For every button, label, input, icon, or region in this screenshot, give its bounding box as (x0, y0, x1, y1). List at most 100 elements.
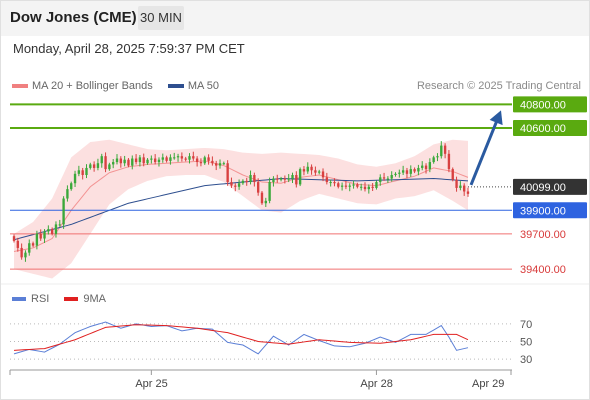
candle-body (207, 157, 210, 161)
candle-body (115, 158, 119, 163)
legend-item-bb: MA 20 + Bollinger Bands (12, 80, 153, 92)
candle-body (455, 179, 458, 188)
candle-body (58, 224, 61, 226)
candle-body (134, 158, 138, 163)
candle-body (112, 162, 115, 165)
candle-body (66, 189, 69, 199)
candle-body (180, 156, 184, 159)
x-tick-label: Apr 25 (135, 378, 167, 390)
legend-label-rsi: RSI (31, 293, 50, 305)
candle-body (43, 231, 46, 239)
candle-body (104, 156, 107, 170)
candle-body (390, 175, 393, 179)
legend-label-ma50: MA 50 (187, 80, 220, 92)
candle-body (451, 169, 454, 180)
rsi-tick-label: 70 (520, 319, 532, 331)
candle-body (367, 186, 370, 190)
candle-body (375, 182, 378, 188)
candle-body (96, 163, 100, 168)
x-tick-label: Apr 28 (360, 378, 392, 390)
chart-datetime: Monday, April 28, 2025 7:59:37 PM CET (13, 41, 245, 56)
level-label-39400.00: 39400.00 (520, 264, 566, 276)
candle-body (89, 164, 92, 168)
candle-body (203, 157, 206, 164)
candle-body (245, 180, 248, 183)
candle-body (401, 170, 405, 173)
legend-label-bb: MA 20 + Bollinger Bands (32, 80, 153, 92)
candle-body (222, 163, 226, 165)
candle-body (276, 178, 279, 180)
ma50-line (13, 178, 469, 241)
candle-body (344, 185, 348, 187)
candle-body (161, 157, 164, 160)
candle-body (50, 229, 54, 234)
candle-body (142, 157, 145, 164)
price-legend: MA 20 + Bollinger Bands MA 50 (12, 80, 231, 92)
candle-body (359, 186, 363, 188)
candle-body (54, 224, 58, 234)
candle-body (92, 164, 96, 168)
candle-body (348, 185, 351, 187)
timeframe-button[interactable]: 30 MIN (138, 6, 184, 30)
rsi-tick-label: 50 (520, 337, 532, 349)
candle-body (226, 163, 229, 183)
level-tag-40600.00 (513, 119, 587, 136)
candle-body (192, 156, 195, 159)
candle-body (379, 177, 382, 183)
candle-body (283, 178, 287, 180)
candle-body (333, 182, 336, 184)
candle-body (146, 159, 149, 164)
candle-body (321, 171, 325, 178)
legend-item-ma50: MA 50 (167, 80, 220, 92)
chart-title: Dow Jones (CME) (10, 9, 137, 26)
target-arrow-head (489, 110, 503, 126)
candle-body (302, 169, 306, 172)
candle-body (424, 165, 428, 170)
level-label-39700.00: 39700.00 (520, 229, 566, 241)
candle-body (85, 167, 88, 175)
candle-body (176, 156, 180, 158)
candle-body (165, 157, 168, 161)
level-tag-40800.00 (513, 96, 587, 113)
candle-body (12, 236, 16, 241)
candle-body (417, 167, 420, 172)
candle-body (295, 175, 298, 185)
candle-body (352, 184, 355, 186)
candle-body (39, 233, 42, 239)
candle-body (28, 243, 31, 253)
candle-body (447, 153, 451, 170)
candle-body (405, 170, 409, 174)
candle-body (329, 182, 332, 184)
candle-body (241, 180, 245, 184)
candle-body (24, 252, 27, 258)
candle-body (306, 166, 309, 172)
legend-label-9ma: 9MA (83, 293, 107, 305)
candle-body (31, 243, 35, 246)
candle-body (131, 158, 134, 166)
legend-item-9ma: 9MA (64, 293, 106, 305)
legend-swatch-ma50 (167, 84, 184, 89)
candle-body (119, 158, 123, 164)
rsi-line (13, 321, 469, 355)
candle-body (287, 178, 290, 180)
candle-body (218, 163, 222, 166)
header-bar: Dow Jones (CME) 30 MIN (0, 0, 590, 36)
candle-body (268, 182, 271, 201)
candle-body (211, 160, 214, 164)
candle-body (394, 173, 397, 175)
candle-body (77, 170, 81, 174)
candle-body (230, 182, 233, 186)
candle-body (310, 166, 313, 171)
candle-body (428, 162, 432, 170)
candle-body (153, 158, 157, 163)
candle-body (436, 156, 439, 158)
level-tag-40099.00 (513, 178, 587, 195)
candle-body (127, 159, 130, 166)
candle-body (413, 169, 416, 172)
legend-swatch-rsi (12, 297, 26, 302)
candle-body (184, 158, 187, 160)
candle-body (421, 165, 424, 168)
candle-body (272, 178, 275, 183)
candle-body (100, 156, 103, 164)
